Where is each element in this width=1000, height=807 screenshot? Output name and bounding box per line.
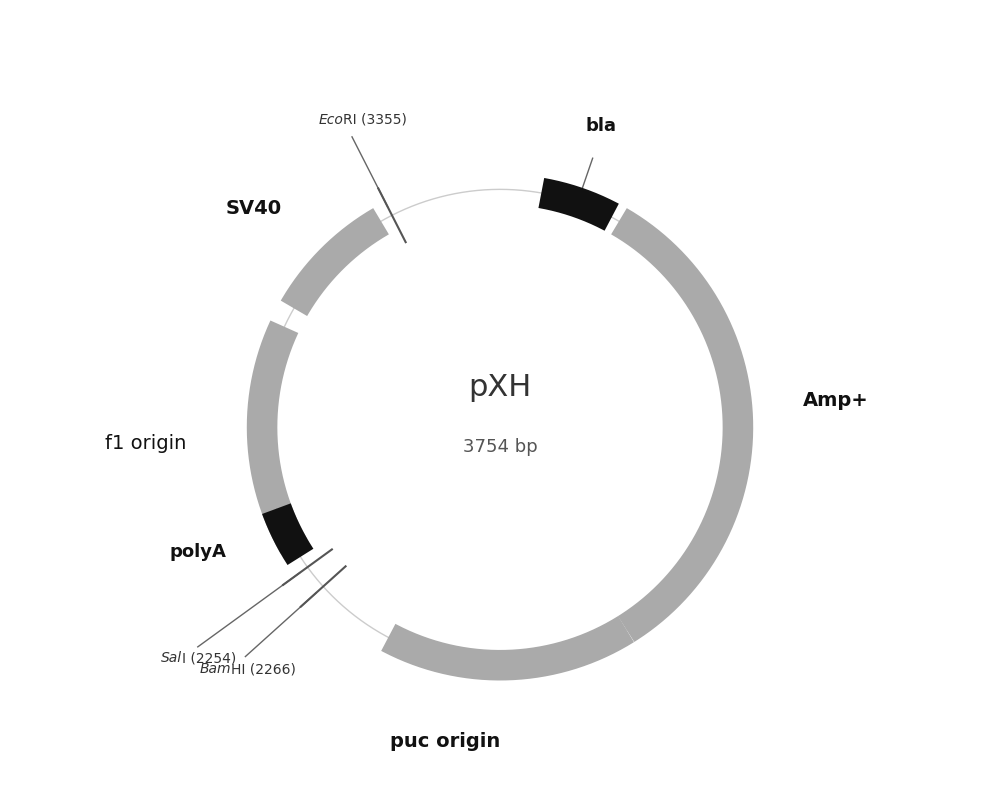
Text: RI (3355): RI (3355) <box>343 113 407 127</box>
Text: Sal: Sal <box>161 651 182 665</box>
Text: HI (2266): HI (2266) <box>231 663 296 676</box>
Text: f1 origin: f1 origin <box>105 434 186 454</box>
Text: pXH: pXH <box>468 373 532 402</box>
Text: SV40: SV40 <box>225 199 281 218</box>
Text: I (2254): I (2254) <box>182 651 237 665</box>
Text: Amp+: Amp+ <box>803 391 869 410</box>
Text: bla: bla <box>585 117 616 135</box>
Text: 3754 bp: 3754 bp <box>463 438 537 456</box>
Text: Bam: Bam <box>200 663 231 676</box>
Text: puc origin: puc origin <box>390 732 500 751</box>
Text: Eco: Eco <box>318 113 343 127</box>
Text: polyA: polyA <box>169 543 226 561</box>
